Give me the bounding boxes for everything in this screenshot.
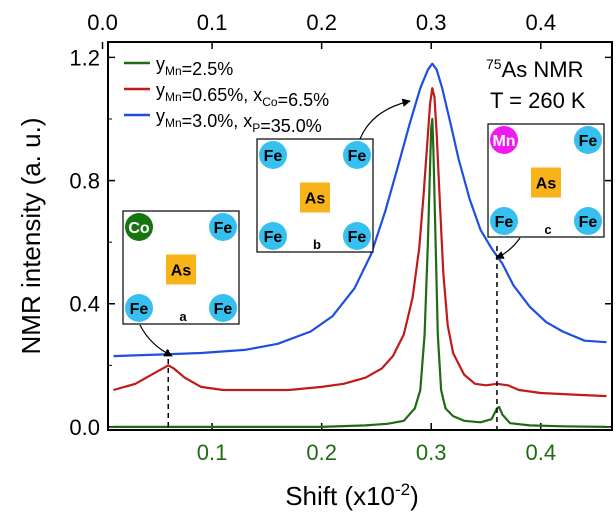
y-tick-label: 0.4 [69, 292, 100, 317]
atom-label: Fe [264, 229, 283, 246]
atom-label: Mn [492, 133, 515, 150]
atom-site [490, 207, 518, 235]
inset-c: Mn Fe Fe Fe As c [487, 123, 605, 238]
atom-site [574, 126, 602, 154]
atom-label: Fe [579, 133, 598, 150]
annotation-nmr: 75As NMR [486, 56, 583, 82]
atom-label: Fe [348, 148, 367, 165]
x-tick-label-top: 0.1 [197, 10, 228, 35]
atom-site [343, 141, 371, 169]
legend-entry: yMn=2.5% [156, 54, 233, 79]
x-tick-label-top: 0.2 [306, 10, 337, 35]
plot-frame [107, 41, 613, 431]
y-tick-label: 0.8 [69, 169, 100, 194]
atom-site [259, 141, 287, 169]
legend-entry: yMn=0.65%, xCo=6.5% [156, 80, 329, 110]
atom-site [209, 294, 237, 322]
atom-label: Co [128, 220, 150, 237]
atom-site [490, 126, 518, 154]
annotation-temperature: T = 260 K [490, 88, 586, 113]
as-label: As [305, 191, 326, 208]
x-tick-label-top: 0.3 [416, 10, 447, 35]
x-tick-label-bottom: 0.3 [416, 440, 447, 465]
x-tick-label-top: 0.4 [525, 10, 556, 35]
atom-site [209, 213, 237, 241]
atom-site [343, 222, 371, 250]
series-line-2 [113, 87, 607, 398]
series-line-3 [113, 62, 607, 358]
atom-label: Fe [214, 301, 233, 318]
inset-b: Fe Fe Fe Fe As b [256, 138, 374, 253]
atom-label: Fe [348, 229, 367, 246]
atom-label: Fe [214, 220, 233, 237]
inset-a: Co Fe Fe Fe As a [122, 210, 240, 325]
as-site [166, 254, 196, 285]
inset-tag: c [544, 222, 551, 237]
y-axis-label: NMR intensity (a. u.) [16, 118, 46, 355]
as-label: As [171, 263, 192, 280]
atom-label: Fe [495, 214, 514, 231]
atom-label: Fe [579, 214, 598, 231]
as-site [531, 167, 561, 198]
atom-label: Fe [264, 148, 283, 165]
x-tick-label-bottom: 0.4 [525, 440, 556, 465]
inset-tag: b [313, 237, 321, 252]
as-label: As [536, 176, 557, 193]
y-tick-label: 0.0 [69, 415, 100, 440]
atom-site [259, 222, 287, 250]
atom-label: Fe [130, 301, 149, 318]
x-axis-label: Shift (x10-2) [285, 480, 419, 511]
arrow-inset-c [495, 237, 521, 259]
as-site [300, 182, 330, 213]
x-tick-label-bottom: 0.1 [197, 440, 228, 465]
inset-tag: a [179, 309, 187, 324]
series-line-1 [113, 117, 607, 428]
x-tick-label-bottom: 0.2 [306, 440, 337, 465]
x-tick-label-top: 0.0 [87, 10, 118, 35]
legend-entry: yMn=3.0%, xP=35.0% [156, 106, 322, 136]
arrow-inset-a [139, 324, 173, 357]
atom-site [125, 213, 153, 241]
atom-site [574, 207, 602, 235]
y-tick-label: 1.2 [69, 45, 100, 70]
arrow-inset-b [359, 98, 411, 140]
atom-site [125, 294, 153, 322]
